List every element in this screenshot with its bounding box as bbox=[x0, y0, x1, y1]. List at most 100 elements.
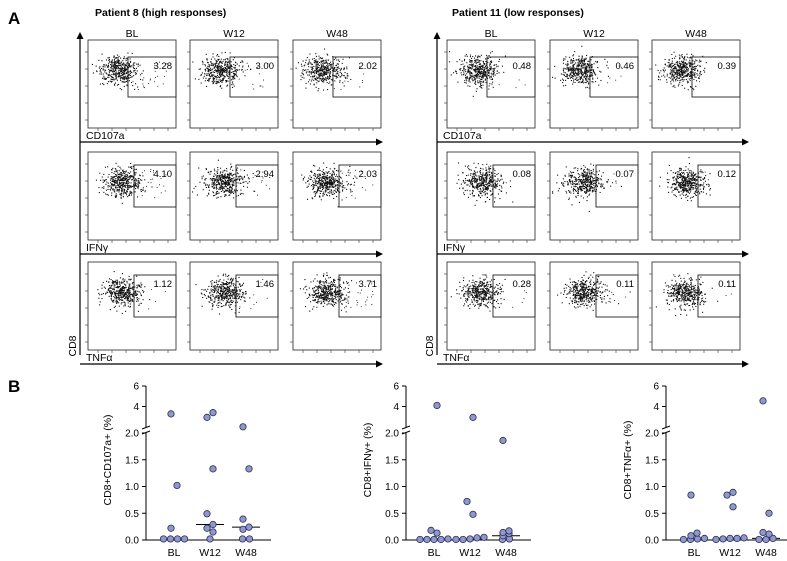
data-point bbox=[209, 409, 217, 417]
data-point bbox=[423, 535, 431, 544]
data-point bbox=[459, 535, 467, 544]
data-point bbox=[726, 534, 734, 542]
flow-plot-frame bbox=[292, 261, 382, 351]
gate-percentage: 2.03 bbox=[359, 169, 378, 180]
y-axis-label: CD8+CD107a+ (%) bbox=[102, 414, 114, 505]
flow-plot-frame bbox=[446, 261, 536, 351]
gate-percentage: 0.11 bbox=[718, 279, 736, 290]
flow-event-cloud bbox=[97, 271, 166, 314]
arrow-head-right bbox=[376, 138, 383, 146]
marker-label-0: CD107a bbox=[86, 130, 125, 142]
data-point bbox=[245, 523, 253, 531]
data-point bbox=[238, 535, 247, 543]
data-point bbox=[444, 535, 452, 543]
gate-percentage: 2.94 bbox=[256, 169, 275, 180]
flow-event-cloud bbox=[456, 162, 523, 206]
x-tick-label-w48: W48 bbox=[755, 547, 777, 559]
data-point bbox=[473, 534, 481, 542]
y-tick-label: 4 bbox=[393, 402, 399, 413]
arrow-head-right bbox=[742, 360, 749, 368]
data-point bbox=[765, 509, 773, 517]
y-tick-label: 0.5 bbox=[645, 509, 659, 520]
gate-percentage: 0.48 bbox=[513, 61, 532, 72]
y-tick-label: 1.5 bbox=[125, 455, 139, 466]
flow-event-cloud bbox=[552, 45, 623, 89]
gate-percentage: 0.28 bbox=[513, 279, 532, 290]
y-tick-label: 2.0 bbox=[645, 429, 659, 440]
data-point bbox=[452, 535, 460, 544]
flow-event-cloud bbox=[192, 159, 271, 199]
flow-plot-frame bbox=[549, 39, 639, 129]
flow-plot-frame bbox=[87, 261, 177, 351]
flow-plot-frame bbox=[292, 39, 382, 129]
data-point bbox=[209, 520, 217, 529]
data-point bbox=[723, 491, 731, 499]
data-point bbox=[203, 524, 211, 532]
data-point bbox=[499, 528, 507, 537]
scatter-chart-1: 4 6 0.0 0.5 1.0 1.5 2.0 CD8+CD107a+ (%) BL W12 W48 bbox=[102, 382, 271, 559]
gate-rectangle bbox=[691, 56, 741, 98]
y-axis-label: CD8+TNFα+ (%) bbox=[622, 421, 634, 500]
flow-event-cloud bbox=[557, 271, 631, 311]
marker-label-2: TNFα bbox=[443, 352, 469, 364]
data-point bbox=[166, 535, 175, 543]
column-label-bl: BL bbox=[485, 28, 498, 40]
y-tick-label: 6 bbox=[133, 382, 139, 393]
patient-11-title: Patient 11 (low responses) bbox=[452, 7, 584, 19]
data-point bbox=[759, 397, 767, 405]
column-label-w12: W12 bbox=[223, 28, 245, 40]
data-point bbox=[700, 534, 709, 542]
data-point bbox=[416, 535, 424, 544]
data-point bbox=[762, 535, 770, 544]
x-tick-label-w48: W48 bbox=[235, 547, 257, 559]
axis-break-mark bbox=[141, 425, 151, 430]
flow-event-cloud bbox=[659, 157, 711, 202]
data-point bbox=[463, 497, 471, 506]
column-label-w12: W12 bbox=[583, 28, 605, 40]
y-tick-label: 2.0 bbox=[125, 429, 139, 440]
y-tick-label: 2.0 bbox=[385, 429, 399, 440]
gate-percentage: 0.07 bbox=[616, 169, 635, 180]
flow-plot-frame bbox=[446, 39, 536, 129]
gate-rectangle bbox=[486, 56, 536, 98]
y-tick-label: 1.0 bbox=[385, 482, 399, 493]
arrow-head-right bbox=[376, 360, 383, 368]
data-point bbox=[755, 535, 763, 544]
data-point bbox=[159, 535, 168, 543]
gate-percentage: 0.39 bbox=[718, 61, 737, 72]
arrow-head-up bbox=[76, 32, 84, 39]
gate-rectangle bbox=[697, 274, 741, 318]
gate-rectangle bbox=[492, 164, 536, 208]
flow-plot-frame bbox=[87, 151, 177, 241]
data-point bbox=[239, 515, 247, 523]
scatter-chart-2: 4 6 0.0 0.5 1.0 1.5 2.0 CD8+IFNγ+ (%) BL W12 W48 bbox=[362, 382, 531, 559]
marker-label-0: CD107a bbox=[443, 130, 482, 142]
gate-rectangle bbox=[338, 164, 382, 208]
gate-rectangle bbox=[595, 164, 639, 208]
flow-plot-frame bbox=[549, 261, 639, 351]
scatter-plots: 4 6 0.0 0.5 1.0 1.5 2.0 CD8+CD107a+ (%) BL W12 W48… bbox=[102, 382, 787, 559]
flow-event-cloud bbox=[552, 163, 622, 212]
data-point bbox=[693, 529, 701, 537]
data-point bbox=[437, 535, 445, 544]
data-point bbox=[209, 465, 217, 473]
gate-percentage: 3.28 bbox=[154, 61, 173, 72]
y-tick-label: 1.5 bbox=[645, 455, 659, 466]
column-label-w48: W48 bbox=[685, 28, 707, 40]
gate-rectangle bbox=[229, 56, 279, 98]
data-point bbox=[687, 532, 695, 540]
cd8-axis-label: CD8 bbox=[67, 335, 79, 356]
x-tick-label-bl: BL bbox=[428, 547, 441, 559]
y-tick-label: 0.0 bbox=[385, 536, 399, 547]
data-point bbox=[733, 534, 741, 542]
data-point bbox=[719, 535, 727, 543]
data-point bbox=[433, 529, 441, 537]
gate-rectangle bbox=[235, 274, 279, 318]
axis-break-mark bbox=[661, 425, 671, 430]
y-tick-label: 0.0 bbox=[645, 536, 659, 547]
gate-rectangle bbox=[332, 56, 382, 98]
flow-cytometry-grid: BL W12 W48 CD8 CD107a 3.28 3.00 2.02 IFNγ 4.10 2.9… bbox=[67, 28, 749, 368]
gate-rectangle bbox=[235, 164, 279, 208]
gate-rectangle bbox=[589, 56, 639, 98]
panel-b-letter: B bbox=[8, 377, 20, 396]
